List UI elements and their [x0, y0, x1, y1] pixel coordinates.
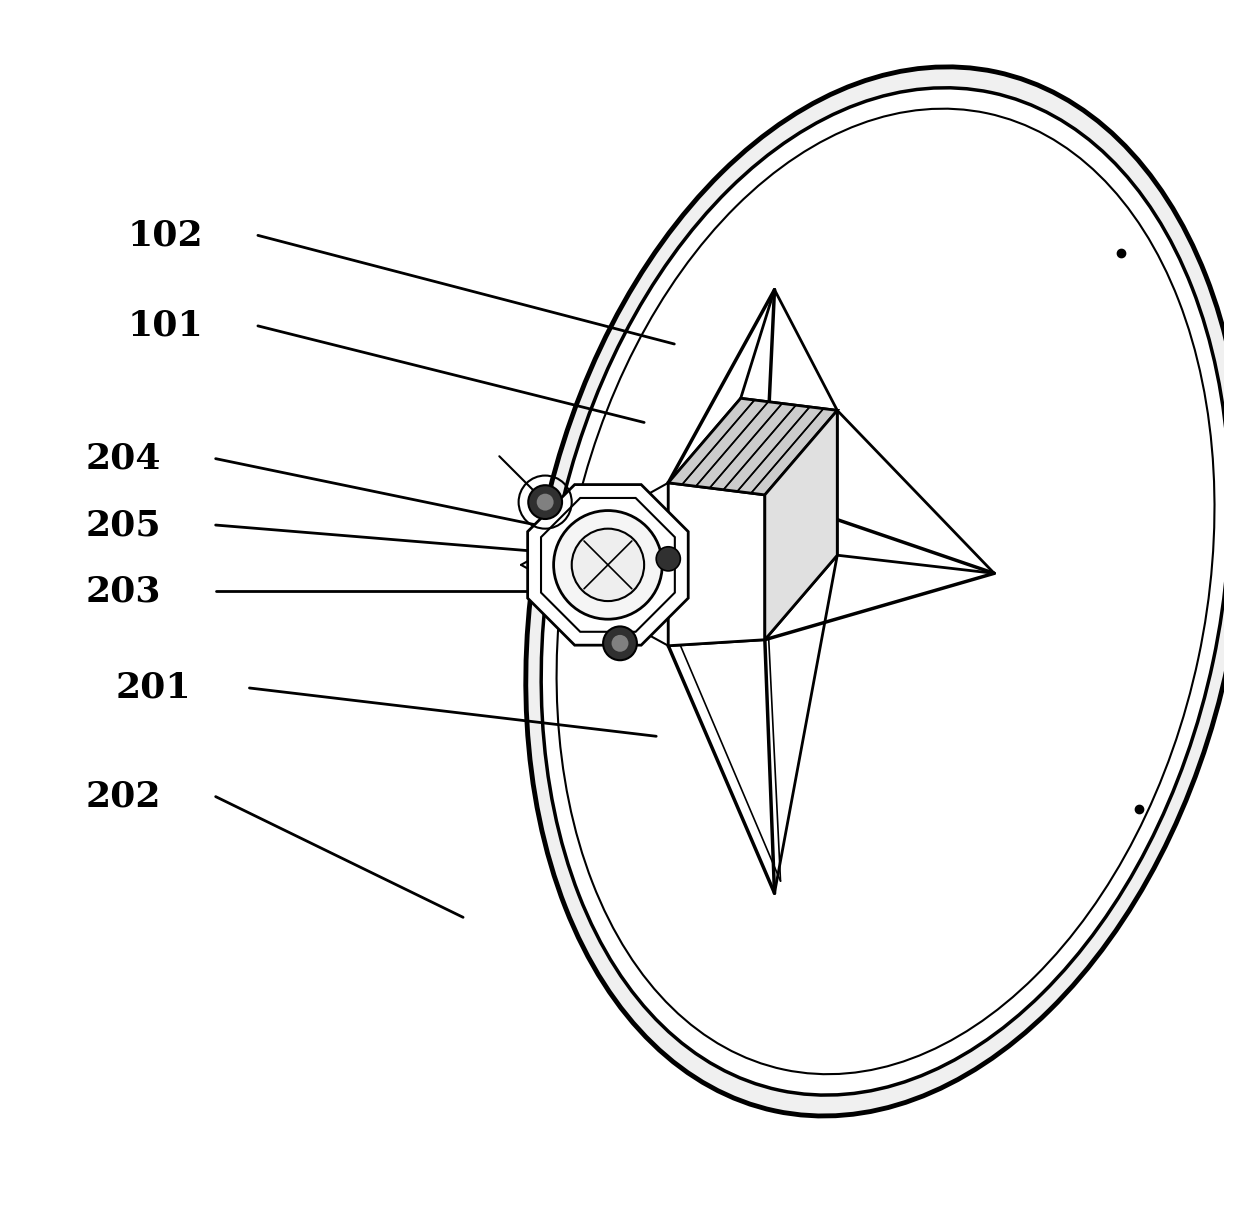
Polygon shape — [765, 410, 837, 640]
Circle shape — [572, 529, 644, 601]
Circle shape — [656, 547, 681, 571]
Text: 203: 203 — [86, 575, 161, 608]
Text: 202: 202 — [86, 780, 161, 814]
Circle shape — [611, 635, 629, 652]
Polygon shape — [765, 410, 837, 640]
Circle shape — [528, 485, 562, 519]
Text: 204: 204 — [86, 442, 161, 476]
Polygon shape — [668, 398, 837, 495]
Text: 205: 205 — [86, 508, 161, 542]
Text: 101: 101 — [128, 309, 203, 343]
Polygon shape — [668, 483, 765, 646]
Circle shape — [553, 511, 662, 619]
Polygon shape — [668, 483, 765, 646]
Circle shape — [603, 626, 637, 660]
Ellipse shape — [526, 66, 1240, 1116]
Text: 201: 201 — [115, 671, 191, 705]
Polygon shape — [668, 398, 837, 495]
Polygon shape — [528, 484, 688, 646]
Circle shape — [537, 494, 553, 511]
Text: 102: 102 — [128, 218, 203, 252]
Ellipse shape — [541, 88, 1230, 1095]
